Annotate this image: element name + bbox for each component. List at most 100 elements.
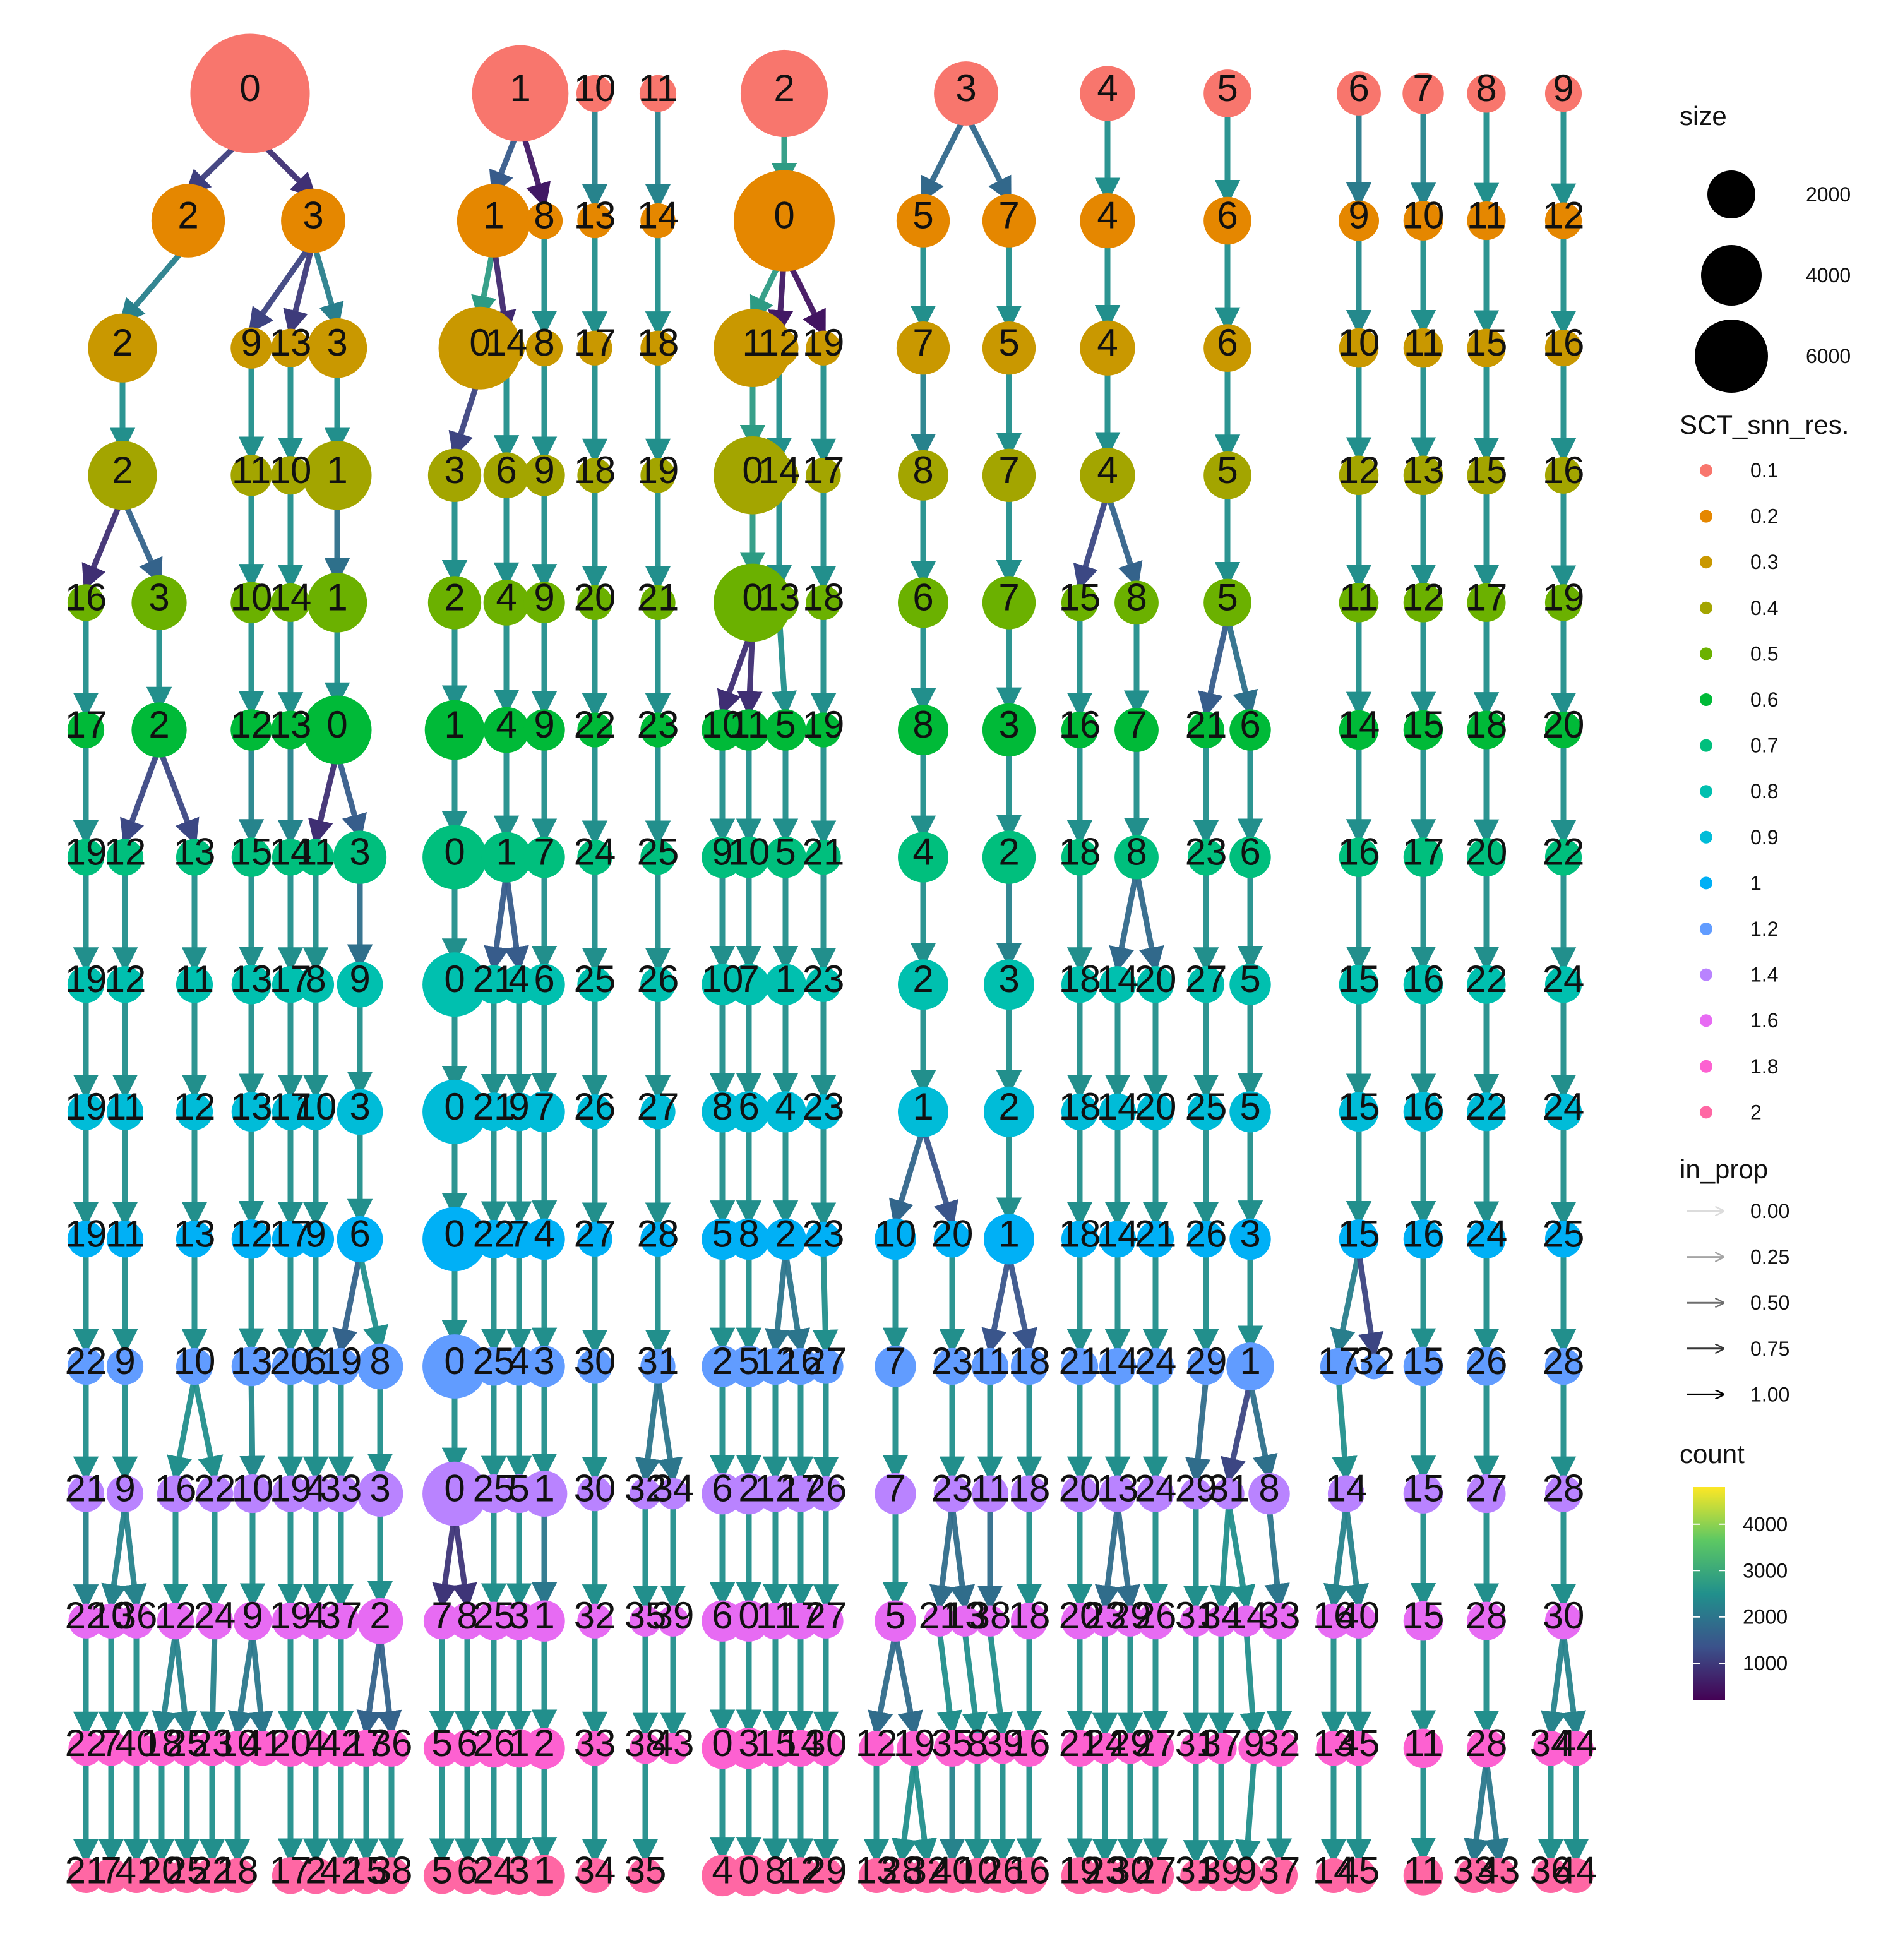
tree-node	[630, 1605, 661, 1637]
edge-layer	[73, 105, 1589, 1866]
tree-node-label: 10	[702, 958, 744, 1000]
tree-node	[1341, 1858, 1376, 1894]
tree-node	[640, 839, 676, 875]
tree-edge	[152, 1632, 179, 1738]
tree-node-label: 29	[1185, 1340, 1227, 1382]
tree-node-label: 38	[624, 1722, 667, 1764]
tree-node-label: 14	[637, 194, 679, 237]
tree-node	[577, 458, 612, 493]
tree-node-label: 26	[637, 958, 679, 1000]
tree-node-label: 5	[1217, 576, 1238, 618]
tree-node	[1467, 583, 1506, 622]
tree-node	[1339, 200, 1379, 241]
tree-node-label: 32	[574, 1594, 616, 1637]
tree-node-label: 37	[320, 1594, 362, 1637]
tree-node	[935, 1858, 970, 1894]
tree-node	[448, 1857, 486, 1894]
tree-node	[1238, 1733, 1270, 1764]
tree-node	[765, 964, 806, 1005]
tree-node-label: 3	[349, 831, 370, 873]
tree-node-label: 0	[444, 1212, 465, 1255]
tree-edge	[655, 1377, 683, 1484]
tree-node-label: 1	[534, 1849, 554, 1891]
tree-node-label: 27	[1135, 1722, 1177, 1764]
tree-node-label: 24	[1135, 1340, 1177, 1382]
tree-node-label: 10	[232, 1467, 274, 1510]
resolution-key-label: 1.4	[1750, 964, 1778, 986]
tree-node-label: 9	[241, 321, 261, 364]
tree-node-label: 8	[765, 1849, 785, 1891]
tree-edge	[248, 239, 316, 334]
tree-node	[1010, 1348, 1048, 1385]
tree-node-label: 1	[534, 1594, 554, 1637]
tree-node	[898, 705, 948, 755]
count-tick-label: 2000	[1743, 1606, 1788, 1628]
tree-node-label: 19	[65, 831, 107, 873]
tree-node-label: 26	[1185, 1212, 1227, 1255]
tree-node-label: 28	[1543, 1340, 1585, 1382]
tree-node	[119, 1603, 154, 1639]
tree-node-label: 11	[105, 1085, 145, 1128]
tree-node	[982, 321, 1036, 375]
tree-node	[67, 584, 105, 621]
tree-node	[106, 966, 144, 1003]
tree-node-label: 34	[1530, 1722, 1572, 1764]
tree-node	[1339, 328, 1379, 368]
tree-edge	[1133, 871, 1164, 973]
tree-node	[1080, 448, 1135, 503]
tree-node-label: 5	[508, 1467, 529, 1510]
tree-edge	[156, 746, 200, 846]
tree-node	[1180, 1478, 1212, 1510]
tree-node-label: 24	[194, 1594, 236, 1637]
tree-node-label: 0	[444, 1340, 465, 1382]
tree-node-label: 14	[1325, 1467, 1368, 1510]
tree-node-label: 12	[104, 958, 146, 1000]
tree-node-label: 14	[758, 449, 801, 491]
tree-node-label: 23	[637, 703, 679, 746]
tree-node-label: 17	[270, 1085, 312, 1128]
tree-node-label: 17	[270, 1849, 312, 1891]
tree-edge	[1094, 1505, 1121, 1611]
tree-node-label: 30	[574, 1467, 616, 1510]
tree-node-label: 45	[1338, 1722, 1380, 1764]
tree-node-label: 12	[1338, 449, 1380, 491]
tree-node	[1114, 1733, 1146, 1764]
tree-node-label: 7	[912, 321, 933, 364]
resolution-key-label: 1.8	[1750, 1055, 1778, 1078]
tree-node-label: 29	[1109, 1594, 1152, 1637]
tree-node	[272, 966, 309, 1003]
tree-node-label: 10	[875, 1212, 917, 1255]
tree-node-label: 31	[1175, 1594, 1217, 1637]
tree-edge	[1483, 1760, 1509, 1865]
tree-node-label: 19	[803, 703, 845, 746]
tree-node-label: 23	[931, 1467, 974, 1510]
tree-node-label: 16	[155, 1467, 197, 1510]
tree-node	[734, 170, 835, 272]
resolution-key-dot	[1700, 647, 1712, 660]
tree-node-label: 20	[574, 576, 616, 618]
tree-node	[297, 1603, 335, 1640]
tree-node-label: 17	[574, 321, 616, 364]
tree-node-label: 7	[100, 1849, 121, 1891]
count-tick-label: 3000	[1743, 1559, 1788, 1582]
tree-node-label: 34	[1200, 1594, 1243, 1637]
tree-node	[448, 1730, 486, 1767]
tree-node	[782, 1730, 820, 1767]
tree-node-label: 17	[780, 1594, 822, 1637]
tree-node-label: 22	[65, 1340, 107, 1382]
tree-node	[875, 1346, 916, 1387]
tree-node-label: 0	[469, 321, 490, 364]
tree-node-label: 11	[970, 1467, 1010, 1510]
tree-node	[230, 455, 272, 496]
tree-node	[1114, 835, 1159, 880]
tree-node-label: 37	[1258, 1849, 1301, 1891]
tree-node	[169, 1731, 205, 1766]
tree-edge	[1323, 1505, 1349, 1610]
tree-edge	[283, 241, 316, 336]
tree-node	[1089, 1733, 1121, 1764]
tree-node-label: 22	[65, 1722, 107, 1764]
tree-node	[93, 1603, 129, 1639]
tree-node-label: 20	[270, 1340, 312, 1382]
tree-node	[523, 1728, 565, 1769]
tree-node	[1544, 1093, 1582, 1130]
